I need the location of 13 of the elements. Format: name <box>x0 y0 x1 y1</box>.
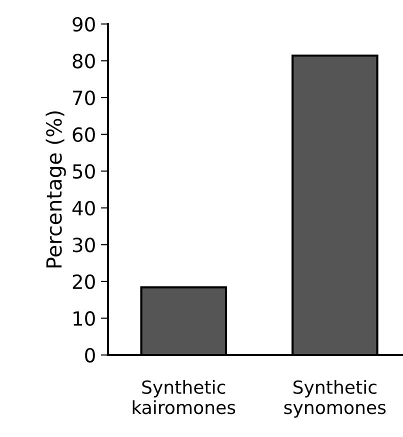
y-tick-label: 10 <box>74 311 95 326</box>
y-tick-label: 90 <box>72 16 95 32</box>
x-tick-label: Synthetic kairomones <box>132 380 236 414</box>
y-tick-label: 60 <box>72 127 95 142</box>
y-tick-label: 40 <box>72 200 95 216</box>
y-tick-label: 20 <box>72 274 95 290</box>
y-tick-label: 50 <box>72 164 95 179</box>
x-tick-label: Synthetic synomones <box>284 380 386 418</box>
y-tick-label: 30 <box>72 238 95 252</box>
y-tick-label: 0 <box>85 348 95 363</box>
y-tick-label: 80 <box>72 54 95 68</box>
y-tick-label: 70 <box>73 90 95 106</box>
y-axis-title: Percentage (%) <box>46 111 66 268</box>
